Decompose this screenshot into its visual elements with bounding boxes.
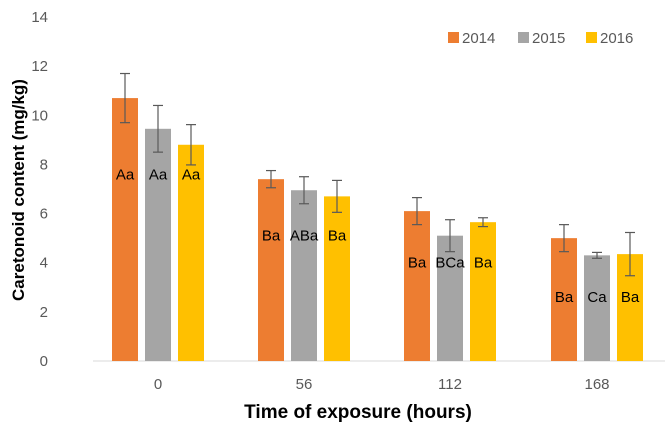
significance-labels: Aa Ba Ba Ba Aa ABa BCa Ca Aa Ba Ba Ba: [116, 166, 640, 306]
significance-label: Ba: [474, 255, 493, 272]
legend-swatch: [518, 32, 529, 43]
x-axis-title: Time of exposure (hours): [244, 402, 472, 423]
y-tick-labels: 0 2 4 6 8 10 12 14: [31, 9, 48, 370]
error-bar: [299, 176, 309, 205]
error-bar: [332, 179, 342, 213]
y-tick-label: 4: [40, 255, 48, 272]
legend-item-2014: 2014: [448, 30, 495, 47]
significance-label: Ba: [328, 228, 347, 245]
legend-item-2016: 2016: [586, 30, 633, 47]
x-tick-labels: 0 56 112 168: [154, 376, 610, 393]
bar-2015-56: [291, 190, 317, 361]
bar-2016-0: [178, 144, 204, 361]
bar-2015-168: [584, 255, 610, 361]
significance-label: Aa: [182, 166, 201, 183]
significance-label: Ba: [408, 255, 427, 272]
error-bar: [266, 169, 276, 189]
significance-label: Aa: [149, 166, 168, 183]
significance-label: Aa: [116, 166, 135, 183]
x-tick-label: 112: [438, 376, 462, 393]
y-tick-label: 2: [40, 304, 48, 321]
y-tick-label: 6: [40, 206, 48, 223]
bar-2015-0: [145, 128, 171, 361]
error-bar: [186, 124, 196, 166]
bar-2014-0: [112, 98, 138, 361]
significance-label: BCa: [435, 255, 465, 272]
y-axis-title: Caretonoid content (mg/kg): [9, 79, 28, 301]
significance-label: ABa: [290, 228, 319, 245]
y-tick-label: 10: [31, 107, 48, 124]
x-tick-label: 0: [154, 376, 162, 393]
significance-label: Ba: [262, 228, 281, 245]
significance-label: Ba: [621, 289, 640, 306]
bars: [112, 98, 643, 361]
bar-2014-112: [404, 211, 430, 361]
legend-label: 2015: [532, 30, 565, 47]
legend-label: 2016: [600, 30, 633, 47]
legend-label: 2014: [462, 30, 495, 47]
bar-2016-112: [470, 222, 496, 361]
legend-swatch: [448, 32, 459, 43]
x-tick-label: 168: [584, 376, 609, 393]
error-bar: [445, 219, 455, 253]
x-tick-label: 56: [296, 376, 313, 393]
y-tick-label: 14: [31, 9, 48, 26]
bar-2014-168: [551, 238, 577, 361]
error-bar: [120, 72, 130, 124]
significance-label: Ba: [555, 289, 574, 306]
error-bars: [120, 72, 635, 277]
bar-2016-56: [324, 196, 350, 361]
error-bar: [559, 224, 569, 253]
error-bar: [592, 251, 602, 259]
bar-2014-56: [258, 179, 284, 361]
y-tick-label: 12: [31, 58, 48, 75]
significance-label: Ca: [587, 289, 607, 306]
error-bar: [478, 217, 488, 228]
error-bar: [625, 231, 635, 277]
y-tick-label: 0: [40, 353, 48, 370]
error-bar: [412, 197, 422, 226]
legend: 2014 2015 2016: [448, 30, 633, 47]
error-bar: [153, 104, 163, 153]
y-tick-label: 8: [40, 156, 48, 173]
legend-swatch: [586, 32, 597, 43]
bar-2015-112: [437, 235, 463, 361]
legend-item-2015: 2015: [518, 30, 565, 47]
